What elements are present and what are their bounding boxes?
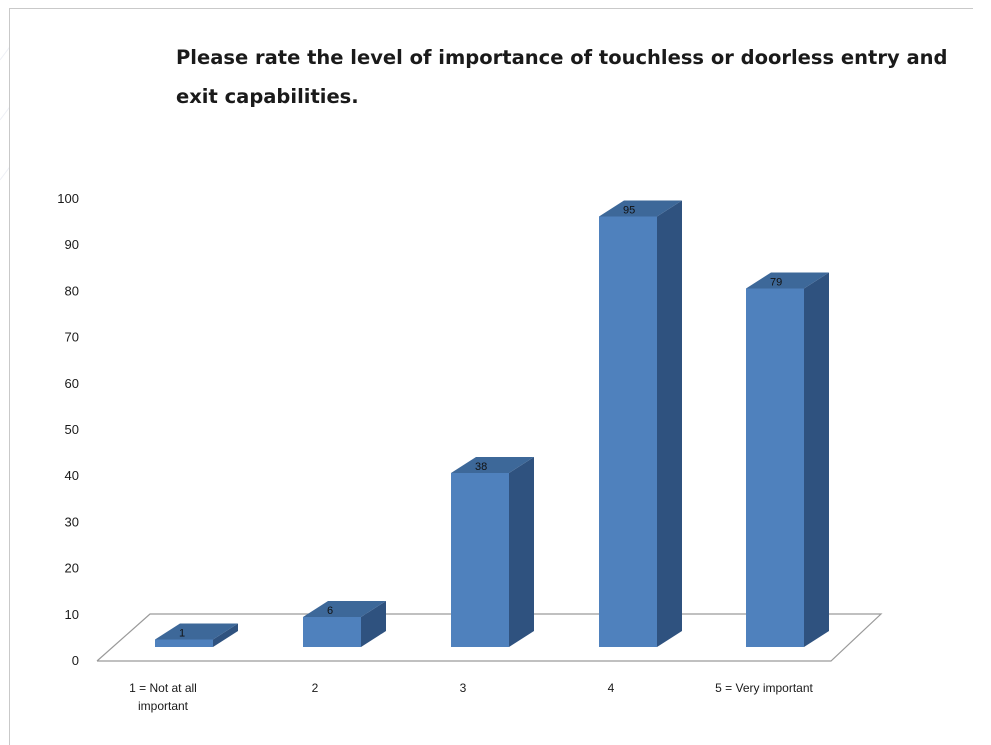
bar	[451, 473, 509, 647]
bar-side	[213, 623, 238, 647]
y-tick-label: 20	[65, 561, 79, 576]
bar	[746, 288, 804, 647]
x-tick-label: 3	[460, 681, 467, 695]
bar-side	[804, 272, 829, 647]
bar-side	[657, 200, 682, 647]
bar-top	[599, 200, 682, 217]
y-tick-label: 30	[65, 514, 79, 529]
bar	[155, 639, 213, 647]
bar-top	[303, 601, 386, 617]
data-label: 6	[327, 605, 333, 617]
data-label: 79	[770, 277, 782, 289]
bar-side	[361, 601, 386, 647]
x-tick-label: 4	[608, 681, 615, 695]
y-tick-label: 100	[57, 191, 79, 206]
x-tick-label: 2	[312, 681, 319, 695]
y-tick-label: 90	[65, 237, 79, 252]
chart-title: Please rate the level of importance of t…	[176, 46, 948, 108]
x-tick-label: 5 = Very important	[715, 681, 813, 695]
y-tick-label: 10	[65, 607, 79, 622]
chart-floor	[96, 613, 883, 662]
data-label: 95	[623, 205, 635, 217]
y-tick-label: 40	[65, 468, 79, 483]
x-tick-label: 1 = Not at all	[129, 681, 197, 695]
bar-top	[746, 272, 829, 289]
data-label: 38	[475, 461, 487, 473]
data-label: 1	[179, 628, 185, 640]
bar-side	[509, 457, 534, 647]
bar-top	[451, 457, 534, 473]
y-tick-label: 80	[65, 283, 79, 298]
bar	[303, 617, 361, 647]
x-tick-label: important	[138, 699, 189, 713]
bar-top	[155, 623, 238, 640]
y-tick-label: 60	[65, 376, 79, 391]
y-tick-label: 70	[65, 330, 79, 345]
y-tick-label: 0	[72, 653, 79, 668]
y-tick-label: 50	[65, 422, 79, 437]
bar	[599, 216, 657, 647]
